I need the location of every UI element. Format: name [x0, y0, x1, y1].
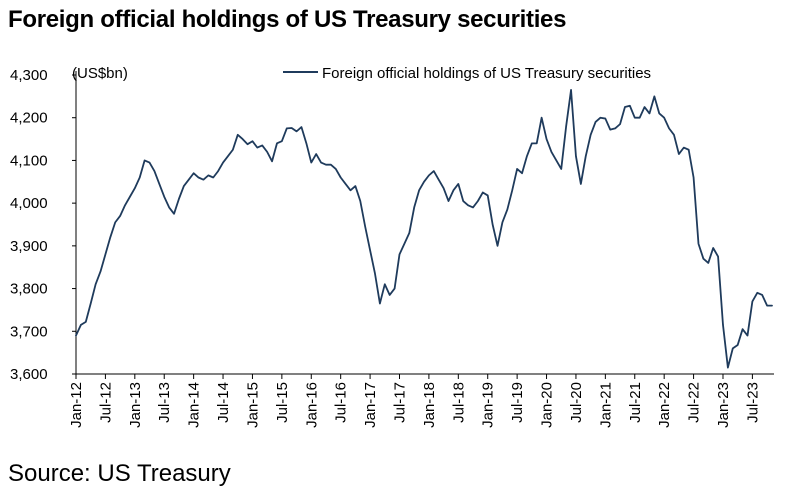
y-tick-label: 4,000: [10, 195, 48, 212]
x-tick-label: Jul-12: [97, 382, 114, 423]
unit-label: (US$bn): [72, 65, 128, 82]
y-tick-label: 3,700: [10, 323, 48, 340]
x-tick-label: Jul-17: [391, 382, 408, 423]
x-tick-label: Jul-19: [509, 382, 526, 423]
y-tick-label: 3,600: [10, 366, 48, 383]
y-axis-ticks: 3,600 3,700 3,800 3,900 4,000 4,100 4,200 4,300: [10, 67, 76, 383]
x-tick-label: Jan-21: [597, 382, 614, 428]
x-axis-ticks: Jan-12 Jul-12 Jan-13 Jul-13 Jan-14 Jul-14 Jan-…: [68, 374, 761, 428]
source-note: Source: US Treasury: [8, 460, 231, 487]
x-tick-label: Jan-16: [303, 382, 320, 428]
x-tick-label: Jan-14: [186, 382, 203, 428]
x-tick-label: Jan-13: [127, 382, 144, 428]
y-tick-label: 3,900: [10, 238, 48, 255]
x-tick-label: Jul-18: [450, 382, 467, 423]
x-tick-label: Jan-18: [421, 382, 438, 428]
chart-title: Foreign official holdings of US Treasury…: [8, 6, 567, 33]
x-tick-label: Jul-21: [627, 382, 644, 423]
x-tick-label: Jul-22: [686, 382, 703, 423]
series-group: [75, 89, 773, 369]
series-line: [75, 89, 773, 369]
x-tick-label: Jan-12: [68, 382, 85, 428]
x-tick-label: Jan-15: [244, 382, 261, 428]
y-tick-label: 3,800: [10, 281, 48, 298]
x-tick-label: Jul-23: [744, 382, 761, 423]
y-tick-label: 4,200: [10, 110, 48, 127]
x-tick-label: Jan-19: [480, 382, 497, 428]
x-tick-label: Jan-22: [656, 382, 673, 428]
y-tick-label: 4,300: [10, 67, 48, 84]
legend-label: Foreign official holdings of US Treasury…: [322, 65, 651, 82]
chart-axes: [75, 71, 774, 375]
x-tick-label: Jul-13: [156, 382, 173, 423]
x-tick-label: Jul-20: [568, 382, 585, 423]
x-tick-label: Jul-16: [333, 382, 350, 423]
y-tick-label: 4,100: [10, 152, 48, 169]
x-tick-label: Jan-17: [362, 382, 379, 428]
x-tick-label: Jan-20: [539, 382, 556, 428]
x-tick-label: Jul-15: [274, 382, 291, 423]
legend: Foreign official holdings of US Treasury…: [283, 65, 651, 82]
x-tick-label: Jan-23: [715, 382, 732, 428]
x-tick-label: Jul-14: [215, 382, 232, 423]
